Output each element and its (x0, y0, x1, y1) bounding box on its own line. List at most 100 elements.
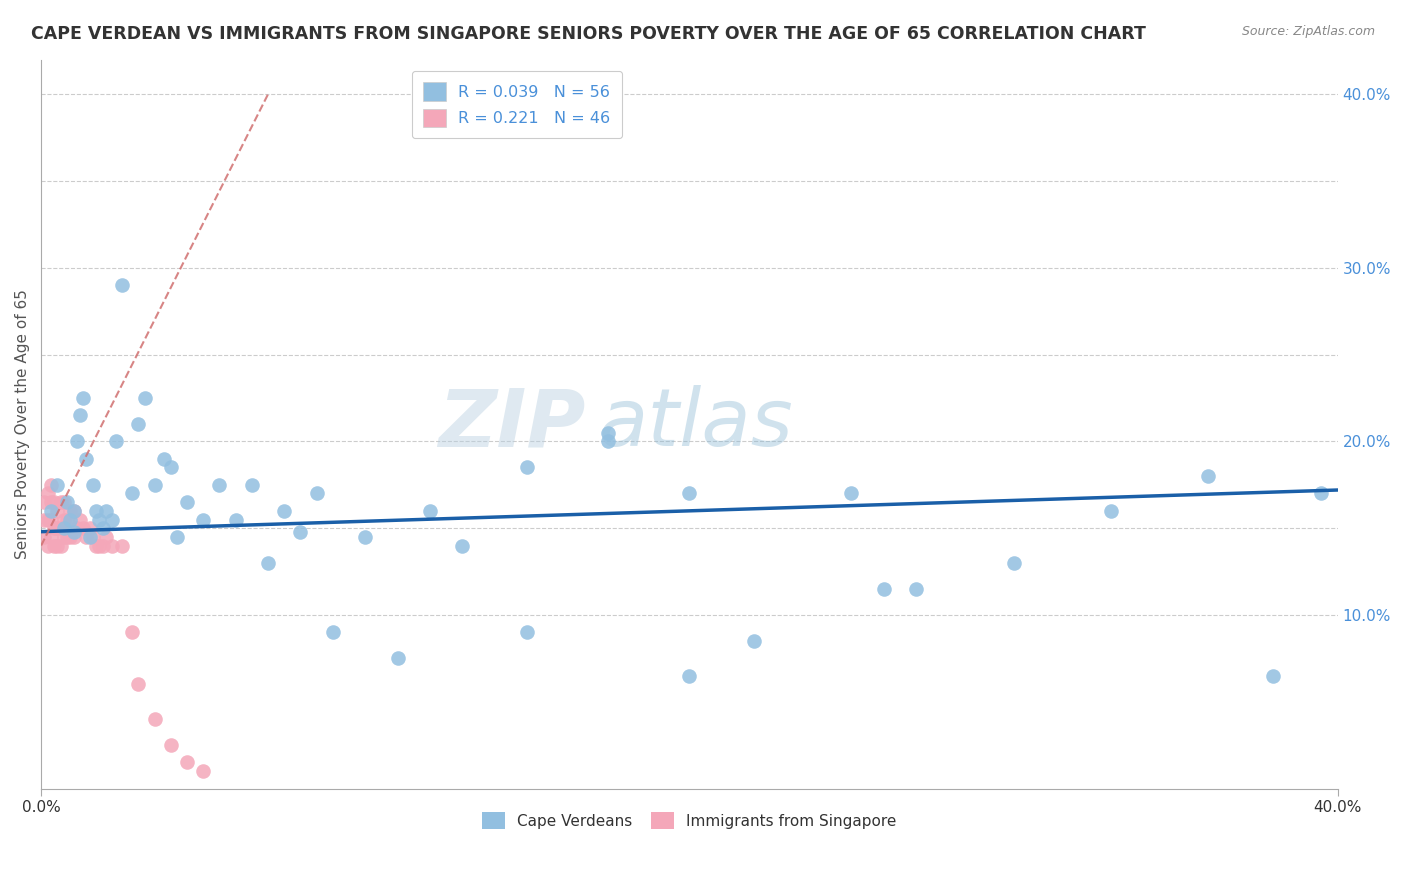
Point (354, 530, 377, 544)
Point (46, 504, 69, 518)
Point (94, 530, 117, 544)
Point (39, 512, 62, 526)
Point (273, 504, 295, 518)
Legend: Cape Verdeans, Immigrants from Singapore: Cape Verdeans, Immigrants from Singapore (477, 805, 903, 836)
Point (52, 530, 75, 544)
Point (34, 495, 56, 509)
Point (56, 495, 79, 509)
Point (322, 625, 344, 640)
Point (208, 478, 231, 492)
Point (387, 651, 409, 665)
Point (598, 425, 620, 440)
Point (56, 512, 79, 526)
Point (176, 756, 198, 770)
Point (49, 539, 72, 553)
Point (66, 434, 89, 449)
Point (46, 478, 69, 492)
Point (257, 556, 280, 570)
Point (166, 530, 188, 544)
Point (42, 521, 65, 535)
Point (62, 504, 84, 518)
Point (52, 512, 75, 526)
Point (84, 504, 107, 518)
Point (305, 486, 328, 500)
Point (66, 521, 89, 535)
Point (52, 521, 75, 535)
Point (111, 278, 134, 293)
Point (1099, 504, 1122, 518)
Point (1261, 669, 1284, 683)
Point (37, 539, 59, 553)
Point (59, 530, 82, 544)
Point (59, 512, 82, 526)
Point (82, 530, 104, 544)
Point (104, 434, 127, 449)
Point (76, 530, 98, 544)
Point (143, 712, 166, 726)
Point (39, 495, 62, 509)
Point (49, 495, 72, 509)
Point (127, 677, 149, 691)
Point (121, 486, 143, 500)
Point (841, 486, 863, 500)
Point (516, 625, 538, 640)
Point (678, 486, 700, 500)
Point (46, 539, 69, 553)
Point (42, 539, 65, 553)
Point (1002, 556, 1025, 570)
Point (39, 504, 62, 518)
Point (37, 486, 59, 500)
Point (39, 478, 62, 492)
Point (419, 504, 441, 518)
Point (62, 504, 84, 518)
Point (72, 521, 94, 535)
Point (79, 530, 101, 544)
Point (598, 434, 620, 449)
Point (290, 524, 312, 539)
Point (84, 539, 107, 553)
Point (46, 521, 69, 535)
Point (451, 539, 474, 553)
Text: atlas: atlas (599, 385, 793, 463)
Point (240, 478, 263, 492)
Point (193, 512, 215, 526)
Point (121, 625, 143, 640)
Point (225, 512, 247, 526)
Point (34, 530, 56, 544)
Point (52, 495, 75, 509)
Point (176, 495, 198, 509)
Point (62, 530, 84, 544)
Text: Source: ZipAtlas.com: Source: ZipAtlas.com (1241, 25, 1375, 38)
Point (516, 460, 538, 475)
Point (56, 530, 79, 544)
Point (153, 451, 176, 466)
Point (134, 391, 156, 405)
Point (1197, 469, 1219, 483)
Point (193, 764, 215, 779)
Y-axis label: Seniors Poverty Over the Age of 65: Seniors Poverty Over the Age of 65 (15, 289, 30, 559)
Point (49, 521, 72, 535)
Point (39, 530, 62, 544)
Point (91, 521, 114, 535)
Point (94, 504, 117, 518)
Text: ZIP: ZIP (439, 385, 586, 463)
Point (101, 539, 124, 553)
Point (59, 504, 82, 518)
Point (159, 738, 181, 752)
Point (91, 539, 114, 553)
Point (89, 512, 111, 526)
Point (159, 460, 181, 475)
Point (79, 521, 101, 535)
Point (89, 539, 111, 553)
Text: CAPE VERDEAN VS IMMIGRANTS FROM SINGAPORE SENIORS POVERTY OVER THE AGE OF 65 COR: CAPE VERDEAN VS IMMIGRANTS FROM SINGAPOR… (31, 25, 1146, 43)
Point (873, 582, 896, 596)
Point (34, 512, 56, 526)
Point (127, 417, 149, 431)
Point (72, 391, 94, 405)
Point (69, 512, 91, 526)
Point (42, 495, 65, 509)
Point (76, 451, 98, 466)
Point (101, 512, 124, 526)
Point (742, 634, 765, 648)
Point (37, 512, 59, 526)
